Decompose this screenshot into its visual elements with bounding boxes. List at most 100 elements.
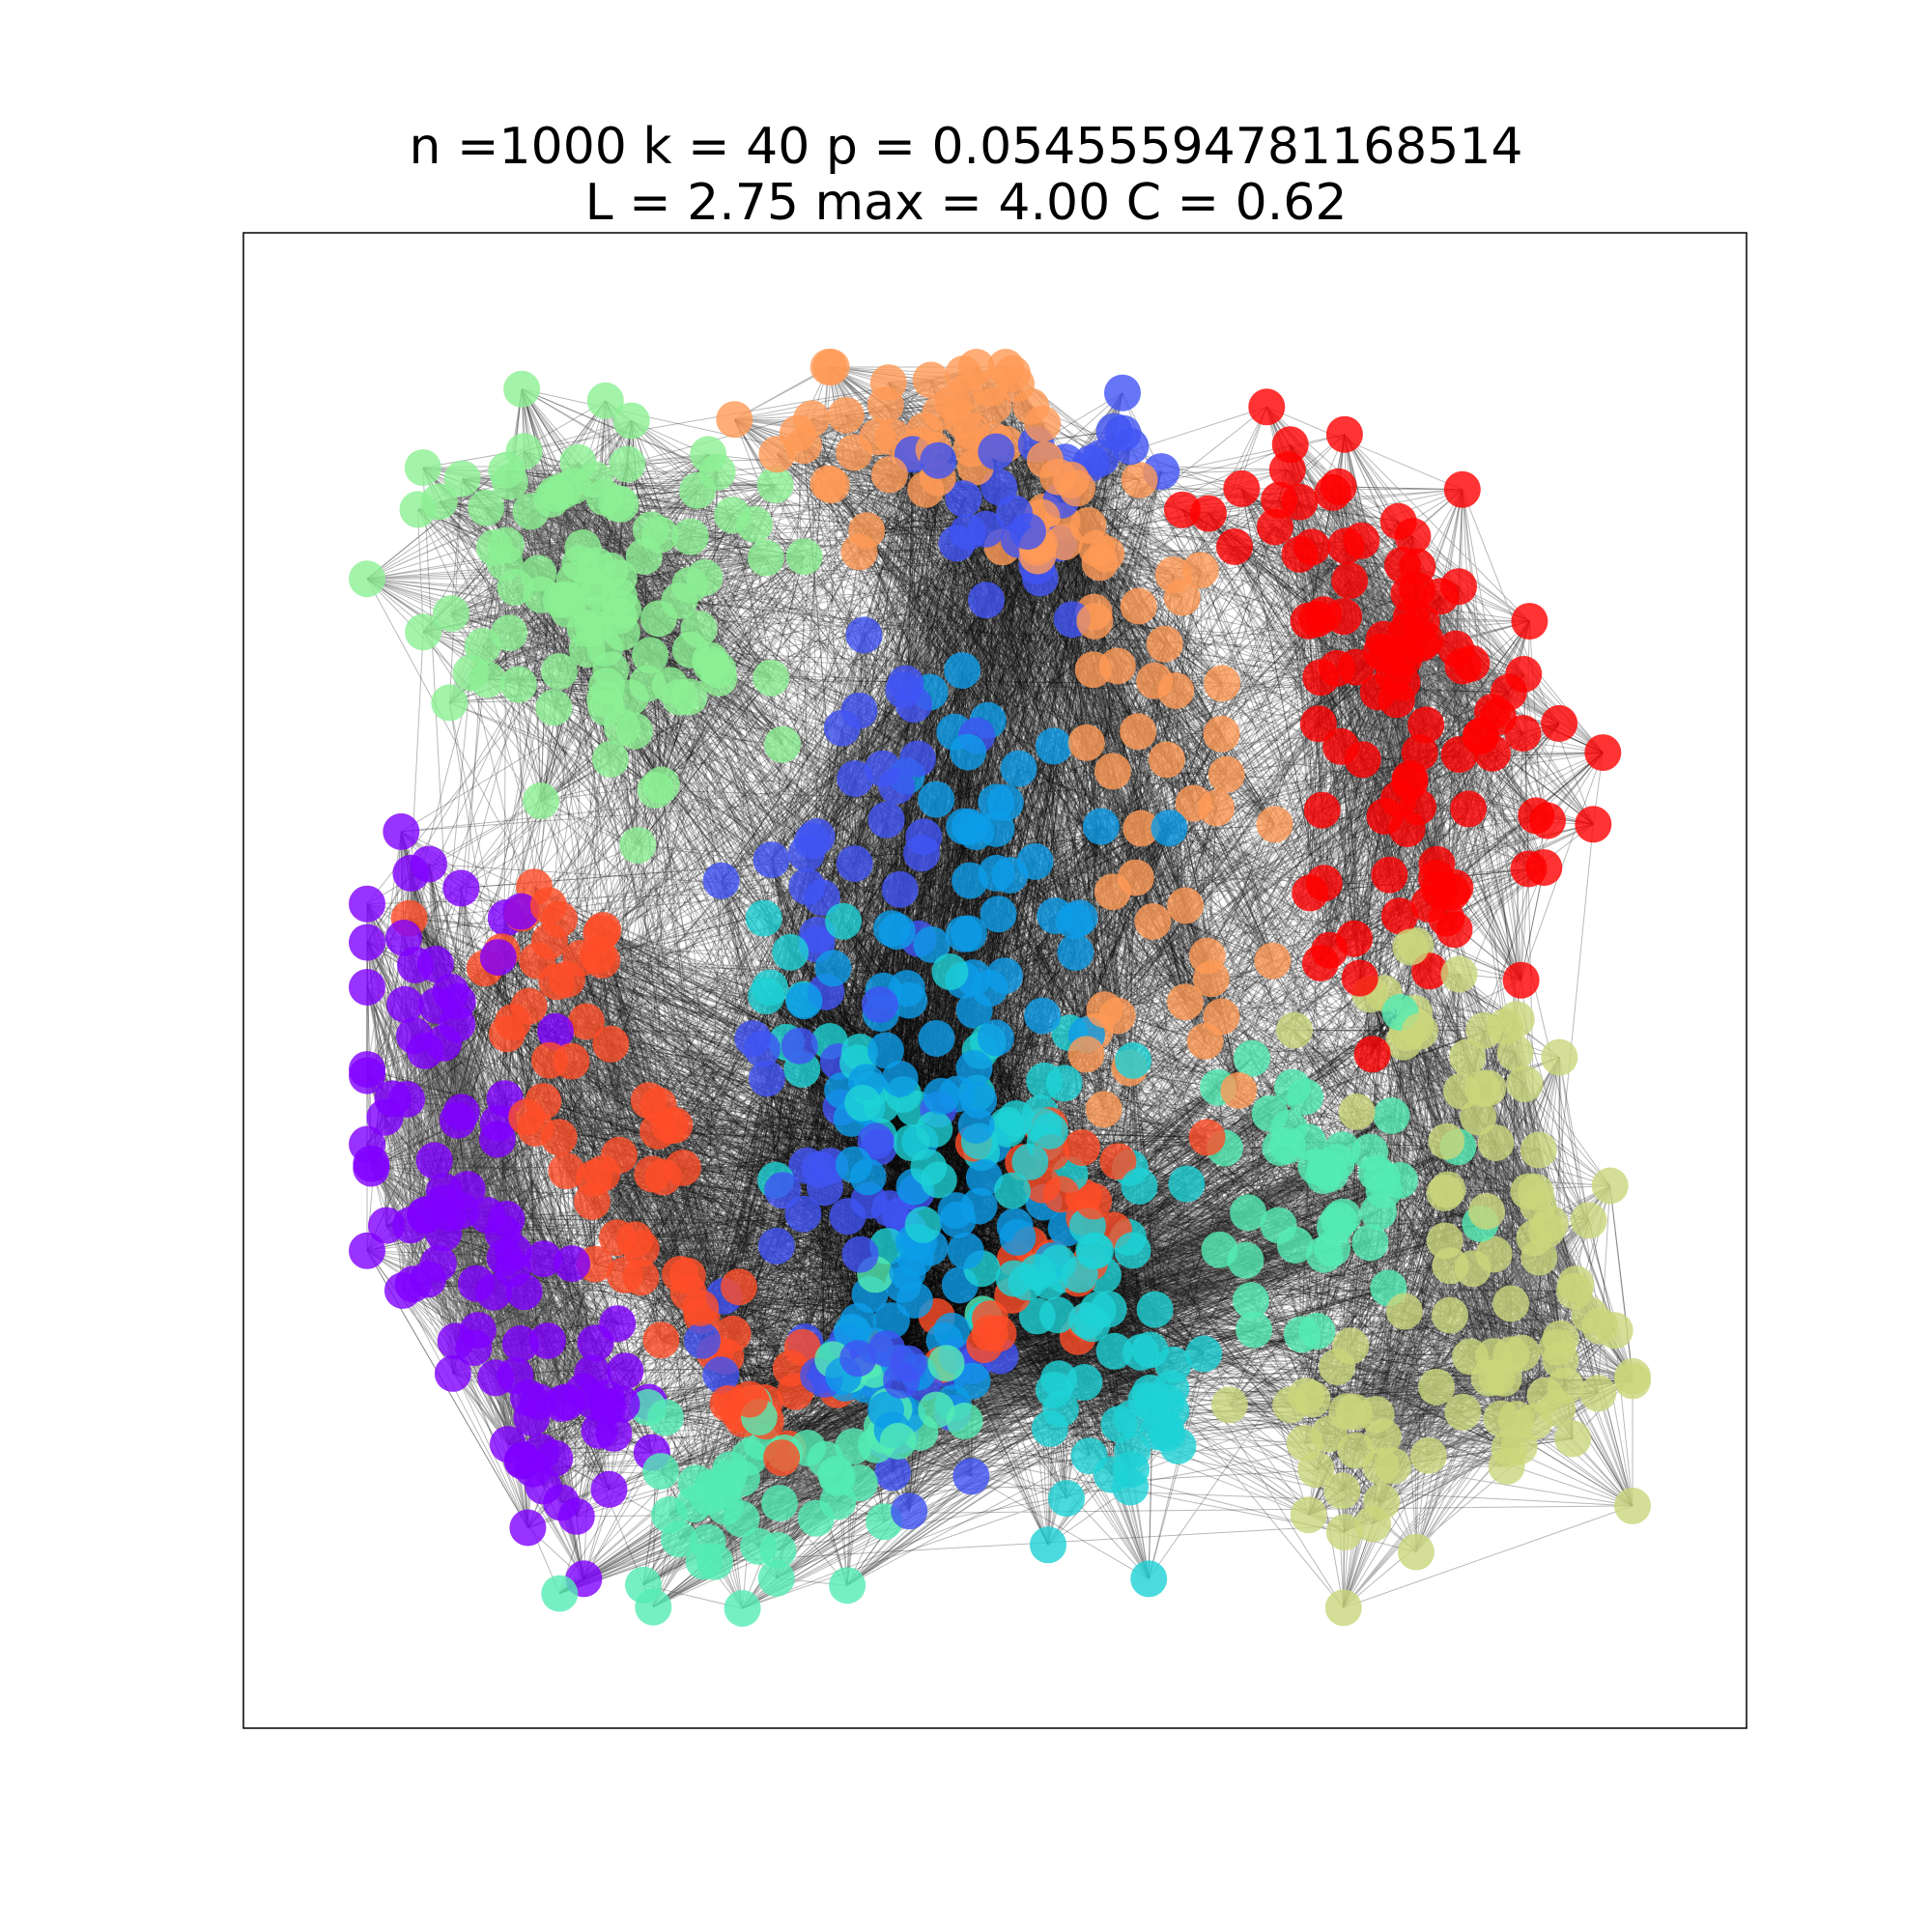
node-cyan <box>1038 1296 1076 1334</box>
node-violet <box>407 1196 443 1234</box>
node-violet <box>525 1240 562 1278</box>
node-cyan <box>1031 1409 1068 1447</box>
node-sky-blue <box>980 895 1017 933</box>
node-khaki <box>1401 1012 1438 1050</box>
node-khaki <box>1323 1472 1361 1510</box>
node-light-green <box>764 725 801 763</box>
node-violet <box>581 1412 618 1449</box>
node-violet <box>394 1265 432 1303</box>
node-blue <box>753 841 790 879</box>
node-red <box>1420 870 1458 908</box>
node-light-green <box>488 451 526 489</box>
node-sky-blue <box>1057 934 1094 971</box>
node-blue <box>1112 428 1150 466</box>
node-red <box>1380 897 1418 935</box>
node-red <box>1341 959 1378 997</box>
node-light-green <box>503 370 541 408</box>
node-red-orange <box>622 1230 660 1267</box>
node-khaki <box>1539 1328 1577 1366</box>
node-sky-blue <box>965 1159 1003 1197</box>
node-light-green <box>619 827 657 864</box>
node-red <box>1248 388 1286 426</box>
node-red <box>1325 415 1363 453</box>
node-red <box>1474 734 1512 772</box>
node-violet <box>509 1509 547 1547</box>
node-khaki <box>1272 1386 1310 1424</box>
node-light-green <box>586 382 624 419</box>
node-orange <box>1167 983 1204 1021</box>
node-khaki <box>1503 1334 1541 1372</box>
node-sky-blue <box>923 1077 960 1115</box>
node-orange <box>1220 1071 1258 1109</box>
node-cyan <box>1095 1332 1133 1370</box>
node-cyan <box>1122 1333 1160 1371</box>
node-red-orange <box>562 939 600 977</box>
node-orange <box>870 456 908 494</box>
node-cyan <box>1114 1232 1151 1269</box>
node-red <box>1390 575 1428 612</box>
node-aquamarine <box>1227 1241 1264 1279</box>
node-blue <box>967 510 1005 548</box>
node-khaki <box>1497 1001 1535 1038</box>
node-khaki <box>1335 1393 1373 1431</box>
node-light-green <box>537 475 575 513</box>
node-aquamarine <box>829 1567 867 1605</box>
node-khaki <box>1364 1418 1402 1456</box>
node-blue <box>881 870 919 908</box>
node-red <box>1428 899 1465 937</box>
node-aquamarine <box>1236 1311 1273 1349</box>
node-red-orange <box>664 1150 701 1186</box>
node-violet <box>349 969 385 1006</box>
node-orange <box>1198 789 1236 827</box>
node-sky-blue <box>785 982 823 1020</box>
node-violet <box>415 1142 453 1179</box>
node-khaki <box>1428 1122 1465 1160</box>
node-violet <box>397 947 434 983</box>
node-light-green <box>680 611 718 648</box>
node-sky-blue <box>835 1146 872 1183</box>
node-orange <box>1136 662 1174 699</box>
node-red <box>1479 698 1517 736</box>
node-khaki <box>1520 1186 1557 1224</box>
node-aquamarine <box>1287 1078 1324 1116</box>
node-orange <box>827 396 865 434</box>
node-blue <box>840 692 878 729</box>
node-red <box>1303 791 1341 829</box>
node-aquamarine <box>541 1575 579 1612</box>
node-aquamarine <box>757 1559 795 1597</box>
node-red <box>1407 706 1445 744</box>
node-orange <box>1122 810 1160 847</box>
node-khaki <box>1418 1368 1456 1406</box>
node-blue <box>945 480 982 518</box>
node-light-green <box>642 766 680 804</box>
node-red <box>1314 473 1351 511</box>
node-red-orange <box>573 1183 611 1220</box>
node-light-green <box>499 666 537 703</box>
node-cyan <box>1168 1165 1206 1203</box>
node-light-green <box>433 595 469 633</box>
node-aquamarine <box>1373 1096 1410 1134</box>
node-violet <box>520 1383 557 1421</box>
node-red <box>1386 633 1424 670</box>
node-red <box>1584 734 1622 772</box>
node-sky-blue <box>881 1060 919 1097</box>
node-aquamarine <box>723 1500 760 1538</box>
node-violet <box>554 1245 590 1283</box>
node-red <box>1378 681 1415 719</box>
node-cyan <box>1035 1371 1072 1408</box>
node-aquamarine <box>712 1451 750 1489</box>
node-violet <box>495 1234 532 1270</box>
node-violet <box>459 1312 497 1350</box>
node-khaki <box>1491 1430 1528 1467</box>
node-violet <box>528 1322 566 1359</box>
node-red <box>1440 568 1477 606</box>
node-red-orange <box>1064 1129 1100 1166</box>
node-orange <box>812 467 850 504</box>
node-sky-blue <box>977 1019 1014 1057</box>
node-violet <box>419 1245 457 1282</box>
node-aquamarine <box>818 1460 856 1496</box>
node-orange <box>1203 715 1240 753</box>
node-aquamarine <box>879 1422 917 1460</box>
node-cyan <box>1065 1364 1103 1401</box>
node-blue <box>1009 513 1046 551</box>
